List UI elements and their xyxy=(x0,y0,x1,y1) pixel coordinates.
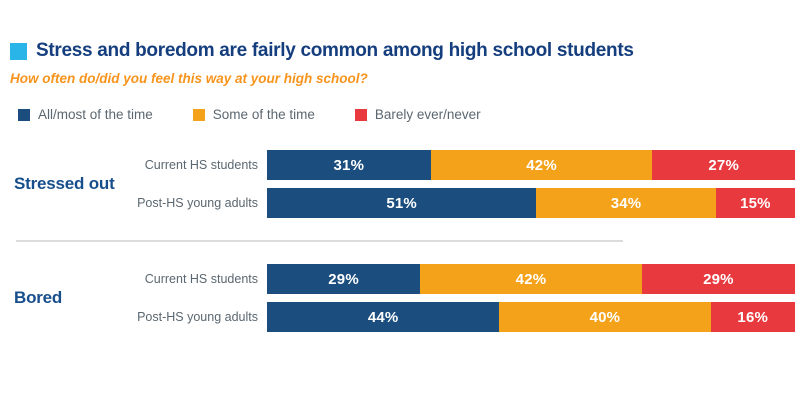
legend-item: Barely ever/never xyxy=(354,107,481,122)
stacked-bar: 31% 42% 27% xyxy=(267,150,795,180)
bar-segment: 29% xyxy=(267,264,421,294)
group-divider-wrap xyxy=(0,218,800,264)
stacked-bar: 44% 40% 16% xyxy=(267,302,795,332)
bar-row: Current HS students 31% 42% 27% xyxy=(0,150,800,180)
chart-subtitle: How often do/did you feel this way at yo… xyxy=(10,71,368,86)
bar-segment: 27% xyxy=(652,150,795,180)
bar-segment: 16% xyxy=(710,302,795,332)
chart-group: Stressed out Current HS students 31% 42% 27%… xyxy=(0,150,800,218)
bar-segment: 40% xyxy=(499,302,711,332)
chart-header: Stress and boredom are fairly common amo… xyxy=(0,0,800,62)
legend: All/most of the time Some of the time Bare… xyxy=(0,86,800,122)
bar-segment: 29% xyxy=(641,264,795,294)
legend-swatch-icon xyxy=(192,108,205,121)
chart-title: Stress and boredom are fairly common amo… xyxy=(36,40,634,61)
group-divider xyxy=(16,240,623,242)
legend-label: Some of the time xyxy=(212,107,315,122)
chart-group: Bored Current HS students 29% 42% 29% Post-HS… xyxy=(0,264,800,332)
bar-segment: 44% xyxy=(267,302,500,332)
legend-label: All/most of the time xyxy=(38,107,153,122)
stacked-bar: 51% 34% 15% xyxy=(267,188,795,218)
bar-row: Post-HS young adults 51% 34% 15% xyxy=(0,188,800,218)
legend-item: Some of the time xyxy=(192,107,315,122)
legend-item: All/most of the time xyxy=(18,107,153,122)
bar-segment: 51% xyxy=(267,188,537,218)
row-label: Current HS students xyxy=(144,272,258,286)
group-label: Stressed out xyxy=(14,174,115,193)
bar-segment: 42% xyxy=(420,264,642,294)
title-bullet-icon xyxy=(10,42,27,60)
legend-label: Barely ever/never xyxy=(374,107,481,122)
bar-segment: 31% xyxy=(267,150,431,180)
legend-swatch-icon xyxy=(354,108,367,121)
row-label: Post-HS young adults xyxy=(137,196,258,210)
bar-segment: 34% xyxy=(536,188,716,218)
row-label: Current HS students xyxy=(144,158,258,172)
stacked-bar-chart: Stressed out Current HS students 31% 42% 27%… xyxy=(0,122,800,332)
bar-segment: 42% xyxy=(430,150,653,180)
stacked-bar: 29% 42% 29% xyxy=(267,264,795,294)
bar-row: Post-HS young adults 44% 40% 16% xyxy=(0,302,800,332)
bar-segment: 15% xyxy=(715,188,795,218)
row-label: Post-HS young adults xyxy=(137,310,258,324)
group-label: Bored xyxy=(14,288,63,307)
legend-swatch-icon xyxy=(18,108,30,121)
bar-row: Current HS students 29% 42% 29% xyxy=(0,264,800,294)
